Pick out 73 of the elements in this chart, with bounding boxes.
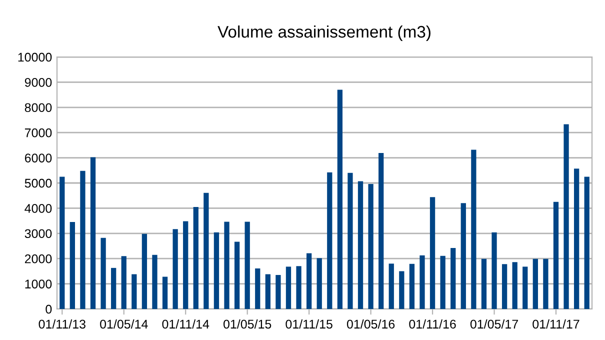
bar xyxy=(574,168,580,309)
bar xyxy=(142,234,148,309)
bar xyxy=(512,262,518,309)
bar xyxy=(286,266,292,309)
bar xyxy=(244,222,250,309)
y-tick-label: 10000 xyxy=(18,52,52,62)
bar xyxy=(358,181,364,309)
bar xyxy=(90,157,96,309)
bar xyxy=(316,258,322,309)
bar xyxy=(388,264,394,309)
x-tick-label: 01/05/14 xyxy=(100,319,148,329)
x-tick-label: 01/11/15 xyxy=(286,319,332,329)
bar xyxy=(553,202,559,309)
bar xyxy=(368,184,374,309)
bar xyxy=(522,266,528,309)
bar xyxy=(532,258,538,309)
x-tick-label: 01/11/16 xyxy=(409,319,456,329)
bar xyxy=(327,172,332,309)
bar xyxy=(60,176,65,309)
bar xyxy=(440,256,446,309)
bar xyxy=(481,258,487,309)
bar xyxy=(80,170,86,309)
x-tick-label: 01/05/17 xyxy=(470,319,518,329)
bar xyxy=(337,90,343,309)
bar xyxy=(306,253,312,309)
bar xyxy=(224,222,230,309)
y-tick-label: 9000 xyxy=(24,78,52,87)
bar xyxy=(584,176,590,309)
bar xyxy=(265,274,270,309)
y-tick-label: 8000 xyxy=(24,103,52,112)
bar xyxy=(204,192,209,309)
y-tick-label: 4000 xyxy=(24,204,52,213)
chart-title: Volume assainissement (m3) xyxy=(218,25,430,42)
bar xyxy=(543,258,548,309)
bar xyxy=(430,197,436,309)
bar xyxy=(409,264,415,309)
bar xyxy=(234,242,240,309)
bar xyxy=(70,222,76,309)
x-tick-label: 01/05/15 xyxy=(224,319,272,329)
bar xyxy=(420,255,425,309)
bar xyxy=(348,172,353,309)
bar xyxy=(162,276,168,309)
bar xyxy=(276,274,281,309)
bar xyxy=(183,221,188,309)
x-tick-label: 01/11/14 xyxy=(162,319,210,329)
bar xyxy=(152,254,158,309)
bar xyxy=(399,271,404,309)
bar xyxy=(214,232,220,309)
bar xyxy=(132,274,137,309)
y-tick-label: 0 xyxy=(46,304,52,314)
y-tick-label: 3000 xyxy=(24,229,52,238)
bar xyxy=(255,268,260,309)
bar xyxy=(121,256,126,309)
x-tick-label: 01/11/17 xyxy=(532,319,580,329)
y-tick-label: 6000 xyxy=(24,154,52,162)
bar xyxy=(378,153,384,309)
x-tick-label: 01/05/16 xyxy=(346,319,395,329)
bar xyxy=(296,266,302,309)
bar xyxy=(492,232,497,309)
x-tick-label: 01/11/13 xyxy=(38,319,86,329)
y-tick-label: 7000 xyxy=(24,128,52,138)
bar xyxy=(564,124,569,309)
y-tick-label: 5000 xyxy=(24,178,52,188)
bar xyxy=(111,268,116,309)
y-tick-label: 1000 xyxy=(25,280,52,288)
bar xyxy=(193,206,198,309)
bar xyxy=(100,238,106,309)
y-tick-label: 2000 xyxy=(24,254,52,264)
bar xyxy=(172,229,178,309)
bar xyxy=(450,248,456,309)
bar xyxy=(471,150,476,309)
bar xyxy=(502,264,508,309)
bar xyxy=(460,203,466,309)
